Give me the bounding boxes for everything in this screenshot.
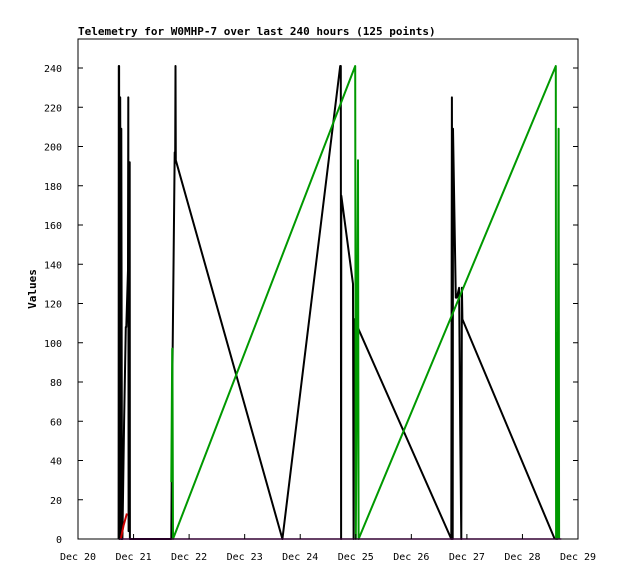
y-tick-label: 240 [44, 64, 62, 75]
series-line-green [170, 65, 561, 540]
x-tick-label: Dec 25 [338, 552, 374, 563]
y-axis-label: Values [26, 269, 39, 309]
y-tick-label: 0 [56, 535, 62, 546]
x-tick-label: Dec 24 [282, 552, 318, 563]
x-tick-label: Dec 29 [560, 552, 596, 563]
y-axis: 0 20 40 60 80 100 120 140 160 180 200 220 240 [44, 64, 578, 546]
x-tick-label: Dec 26 [393, 552, 429, 563]
y-tick-label: 220 [44, 103, 62, 114]
x-tick-label: Dec 27 [449, 552, 485, 563]
x-tick-label: Dec 22 [171, 552, 207, 563]
y-tick-label: 60 [50, 417, 62, 428]
x-tick-label: Dec 23 [227, 552, 263, 563]
y-tick-label: 80 [50, 378, 62, 389]
plot-frame [77, 38, 579, 540]
chart-title: Telemetry for W0MHP-7 over last 240 hour… [78, 25, 436, 38]
y-tick-label: 140 [44, 260, 62, 271]
y-tick-label: 160 [44, 221, 62, 232]
y-tick-label: 180 [44, 182, 62, 193]
x-tick-label: Dec 20 [60, 552, 96, 563]
series-line-red [119, 513, 128, 540]
y-tick-label: 40 [50, 457, 62, 468]
x-axis: Dec 20 Dec 21 Dec 22 Dec 23 Dec 24 Dec 25 Dec … [60, 534, 596, 563]
x-tick-label: Dec 28 [504, 552, 540, 563]
y-tick-label: 120 [44, 300, 62, 311]
y-tick-label: 20 [50, 496, 62, 507]
y-tick-label: 100 [44, 339, 62, 350]
y-tick-label: 200 [44, 143, 62, 154]
series-line-black [117, 65, 556, 540]
x-tick-label: Dec 21 [115, 552, 151, 563]
